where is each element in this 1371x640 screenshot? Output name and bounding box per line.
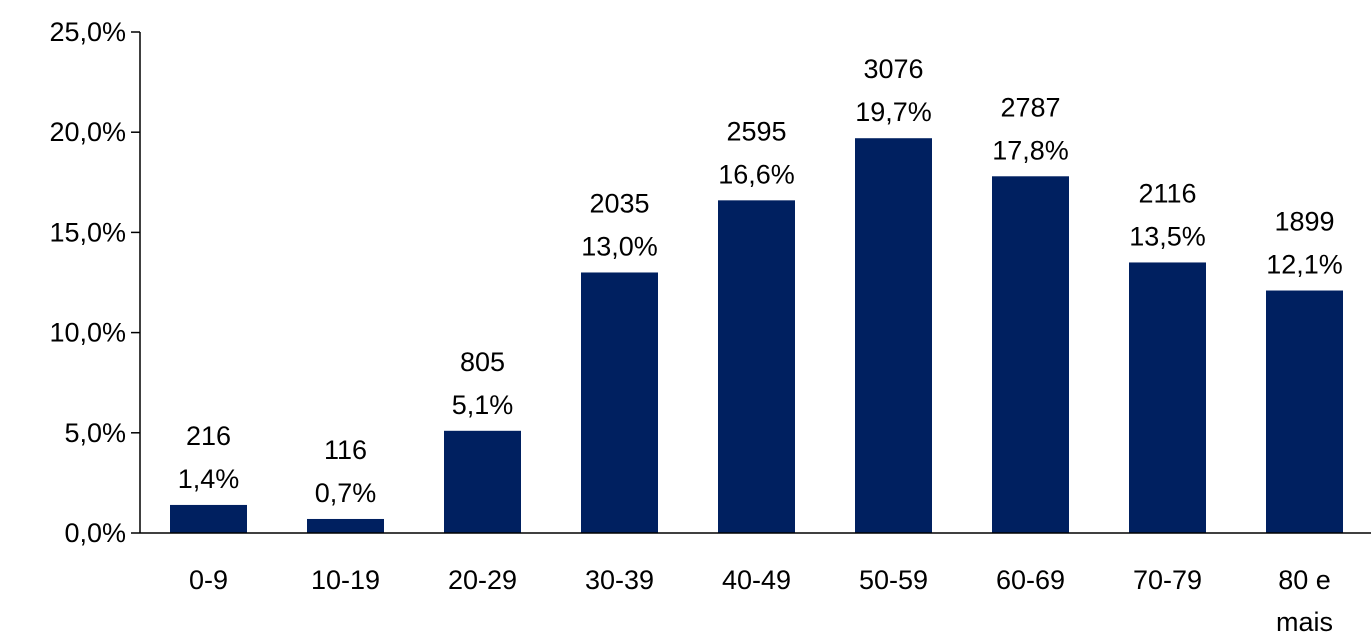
data-label-percent: 12,1%	[1266, 250, 1343, 280]
bar	[992, 176, 1069, 533]
bar	[1266, 290, 1343, 533]
data-label-count: 2787	[1000, 92, 1060, 122]
data-label-percent: 19,7%	[855, 97, 932, 127]
data-label-count: 216	[186, 421, 231, 451]
x-category-label: 80 e mais	[1276, 565, 1333, 637]
bar	[1129, 262, 1206, 533]
data-label-percent: 16,6%	[718, 159, 795, 189]
x-axis-categories: 0-9 10-19 20-29 30-39 40-49 50-59 60-69 70-79 80…	[189, 565, 1333, 637]
y-tick-label: 10,0%	[49, 318, 126, 348]
x-category-label: 0-9	[189, 565, 228, 595]
data-label-count: 2595	[726, 116, 786, 146]
y-axis-ticks: 0,0% 5,0% 10,0% 15,0% 20,0% 25,0%	[49, 17, 140, 548]
data-label-percent: 0,7%	[315, 478, 377, 508]
data-label-count: 116	[324, 435, 367, 465]
data-label-count: 3076	[863, 54, 923, 84]
y-tick-label: 0,0%	[64, 518, 126, 548]
data-label-percent: 13,0%	[581, 231, 658, 261]
data-label-percent: 17,8%	[992, 135, 1069, 165]
x-category-label: 30-39	[585, 565, 654, 595]
data-labels: 1,4% 216 0,7% 116 5,1% 805 13,0% 2035 16,6% 2595 1…	[178, 54, 1343, 508]
data-label-count: 805	[460, 347, 505, 377]
data-label-count: 2116	[1138, 178, 1196, 208]
data-label-percent: 5,1%	[452, 390, 514, 420]
bar	[444, 430, 521, 533]
data-label-count: 1899	[1274, 207, 1334, 237]
x-category-label: 70-79	[1133, 565, 1202, 595]
bar	[581, 272, 658, 533]
y-tick-label: 25,0%	[49, 17, 126, 47]
y-tick-label: 15,0%	[49, 217, 126, 247]
y-tick-label: 5,0%	[64, 418, 126, 448]
bar	[855, 138, 932, 533]
x-category-label: 40-49	[722, 565, 791, 595]
bar	[307, 518, 384, 533]
bars	[170, 138, 1343, 533]
x-category-label: 10-19	[311, 565, 380, 595]
x-category-label: 50-59	[859, 565, 928, 595]
data-label-count: 2035	[589, 188, 649, 218]
data-label-percent: 1,4%	[178, 464, 240, 494]
y-tick-label: 20,0%	[49, 117, 126, 147]
bar	[170, 504, 247, 533]
bar	[718, 200, 795, 533]
x-category-label: 60-69	[996, 565, 1065, 595]
data-label-percent: 13,5%	[1129, 221, 1206, 251]
x-category-label: 20-29	[448, 565, 517, 595]
